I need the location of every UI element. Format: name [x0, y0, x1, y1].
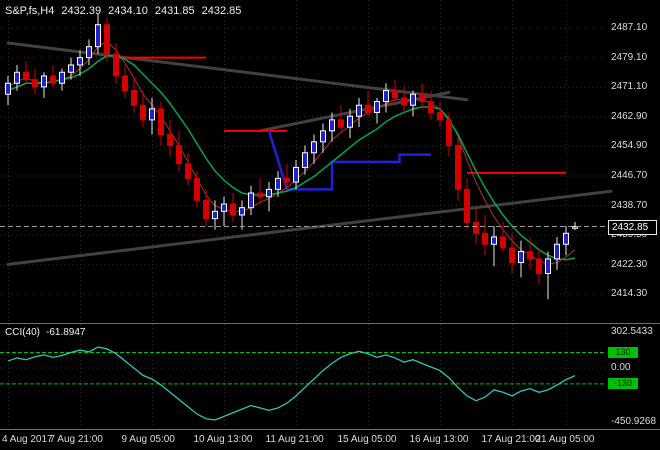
close-value: 2432.85	[201, 5, 242, 17]
indicator-label: CCI(40) -61.8947	[5, 327, 92, 338]
low-value: 2431.85	[154, 5, 195, 17]
cci-axis-label: -450.9268	[611, 416, 657, 428]
indicator-axis[interactable]: 130 -130 302.5433 0.00 -450.9268	[606, 323, 660, 429]
trendlines-layer	[6, 41, 613, 266]
time-axis-label: 15 Aug 05:00	[337, 434, 397, 445]
cci-axis-label: 0.00	[611, 362, 631, 374]
price-axis-label: 2487.10	[611, 22, 648, 33]
price-axis[interactable]: 2487.10 2479.10 2471.10 2462.90 2454.90 2446.…	[606, 0, 660, 323]
time-axis-label: 21 Aug 05:00	[535, 434, 595, 445]
pane-dividers	[0, 323, 660, 430]
symbol-label: S&P,fs,H4	[5, 5, 55, 17]
indicator-name: CCI(40)	[5, 327, 41, 338]
candles-layer	[5, 13, 578, 300]
high-value: 2434.10	[108, 5, 148, 17]
cci-level-badge: -130	[608, 377, 638, 389]
price-axis-label: 2471.10	[611, 81, 648, 93]
grid-layer	[0, 0, 606, 428]
time-axis-label: 16 Aug 13:00	[409, 434, 469, 445]
indicator-value: -61.8947	[46, 327, 86, 338]
time-axis-label: 10 Aug 13:00	[193, 434, 253, 445]
open-value: 2432.39	[61, 5, 102, 17]
price-axis-label: 2454.90	[611, 140, 648, 152]
time-axis-label: 7 Aug 21:00	[49, 434, 103, 445]
cci-axis-label: 302.5433	[611, 325, 653, 337]
price-axis-label: 2414.30	[611, 288, 648, 300]
time-axis-label: 11 Aug 21:00	[265, 434, 324, 445]
price-axis-label: 2479.10	[611, 51, 648, 63]
current-price-tag: 2432.85	[608, 219, 657, 235]
chart-ohlc-header: S&P,fs,H4 2432.39 2434.10 2431.85 2432.85	[5, 5, 248, 17]
time-axis-label: 9 Aug 05:00	[121, 434, 175, 445]
cci-indicator-layer	[0, 346, 606, 421]
price-axis-label: 2430.50	[611, 229, 648, 241]
price-axis-label: 2462.90	[611, 110, 648, 122]
price-axis-label: 2446.70	[611, 170, 648, 181]
time-axis-label: 17 Aug 21:00	[481, 434, 541, 445]
time-axis-label: 4 Aug 2017	[2, 434, 53, 445]
cci-level-badge: 130	[608, 346, 638, 358]
time-axis[interactable]: 4 Aug 2017 7 Aug 21:00 9 Aug 05:00 10 Aug 1…	[0, 429, 660, 450]
price-axis-label: 2438.70	[611, 199, 648, 211]
price-axis-label: 2422.30	[611, 258, 648, 270]
